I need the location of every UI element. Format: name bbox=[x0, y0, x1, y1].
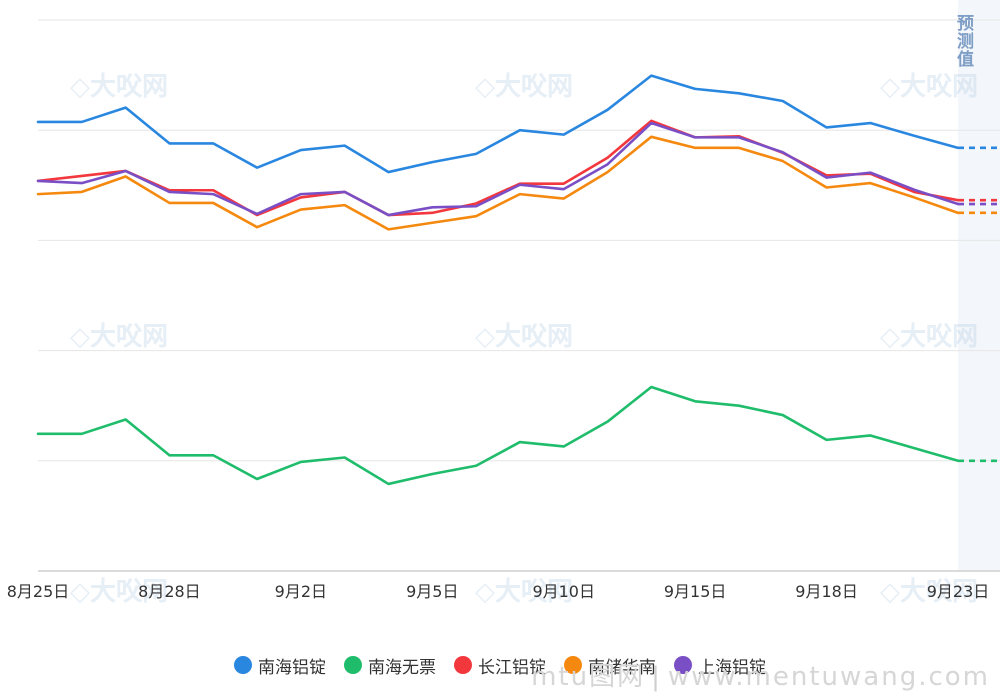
series-line bbox=[36, 121, 960, 217]
legend-label: 南储华南 bbox=[588, 657, 656, 678]
legend-item[interactable]: 长江铝锭 bbox=[454, 653, 546, 678]
legend-item[interactable]: 上海铝锭 bbox=[674, 653, 766, 678]
series-line bbox=[36, 385, 960, 486]
series-line bbox=[36, 74, 960, 174]
legend-item[interactable]: 南海无票 bbox=[344, 653, 436, 678]
legend-dot-icon bbox=[674, 656, 692, 674]
x-tick-label: 9月23日 bbox=[927, 582, 990, 601]
site-watermark: mtu图网 | www.mentuwang.com bbox=[531, 662, 990, 692]
legend-dot-icon bbox=[344, 656, 362, 674]
x-axis-ticks: 8月25日 8月28日 9月2日 9月5日 9月10日 9月15日 9月18日 9月23日 bbox=[7, 582, 990, 601]
legend-item[interactable]: 南储华南 bbox=[564, 653, 656, 678]
forecast-label: 预测值 bbox=[953, 14, 973, 68]
legend-label: 南海无票 bbox=[368, 657, 436, 678]
legend-label: 上海铝锭 bbox=[698, 657, 766, 678]
watermarks: ◇大㕮网 ◇大㕮网 ◇大㕮网 ◇大㕮网 ◇大㕮网 ◇大㕮网 ◇大㕮网 ◇大㕮网 ◇大㕮网 bbox=[70, 72, 978, 607]
watermark-logo: ◇大㕮网 bbox=[70, 72, 168, 102]
forecast-band bbox=[958, 0, 1000, 571]
x-tick-label: 9月10日 bbox=[532, 582, 595, 601]
watermark-logo: ◇大㕮网 bbox=[475, 322, 573, 352]
series-line bbox=[36, 119, 960, 217]
site-watermark-url: www.mentuwang.com bbox=[667, 662, 990, 692]
x-tick-label: 9月5日 bbox=[406, 582, 458, 601]
watermark-logo: ◇大㕮网 bbox=[70, 577, 168, 607]
watermark-logo: ◇大㕮网 bbox=[475, 72, 573, 102]
legend-label: 南海铝锭 bbox=[258, 657, 326, 678]
watermark-logo: ◇大㕮网 bbox=[475, 577, 573, 607]
legend-dot-icon bbox=[564, 656, 582, 674]
legend-dot-icon bbox=[454, 656, 472, 674]
x-tick-label: 9月2日 bbox=[275, 582, 327, 601]
x-tick-label: 9月15日 bbox=[664, 582, 727, 601]
legend-item[interactable]: 南海铝锭 bbox=[234, 653, 326, 678]
grid-lines bbox=[38, 19, 1000, 572]
site-watermark-name: mtu图网 bbox=[531, 662, 646, 692]
watermark-logo: ◇大㕮网 bbox=[880, 72, 978, 102]
watermark-logo: ◇大㕮网 bbox=[880, 322, 978, 352]
legend-label: 长江铝锭 bbox=[478, 657, 546, 678]
x-tick-label: 8月25日 bbox=[7, 582, 70, 601]
watermark-logo: ◇大㕮网 bbox=[880, 577, 978, 607]
legend-dot-icon bbox=[234, 656, 252, 674]
x-tick-label: 8月28日 bbox=[138, 582, 201, 601]
x-tick-label: 9月18日 bbox=[795, 582, 858, 601]
series-lines bbox=[36, 74, 1000, 486]
series-line bbox=[36, 135, 960, 231]
legend: 南海铝锭 南海无票 长江铝锭 南储华南 上海铝锭 bbox=[0, 650, 1000, 680]
watermark-logo: ◇大㕮网 bbox=[70, 322, 168, 352]
